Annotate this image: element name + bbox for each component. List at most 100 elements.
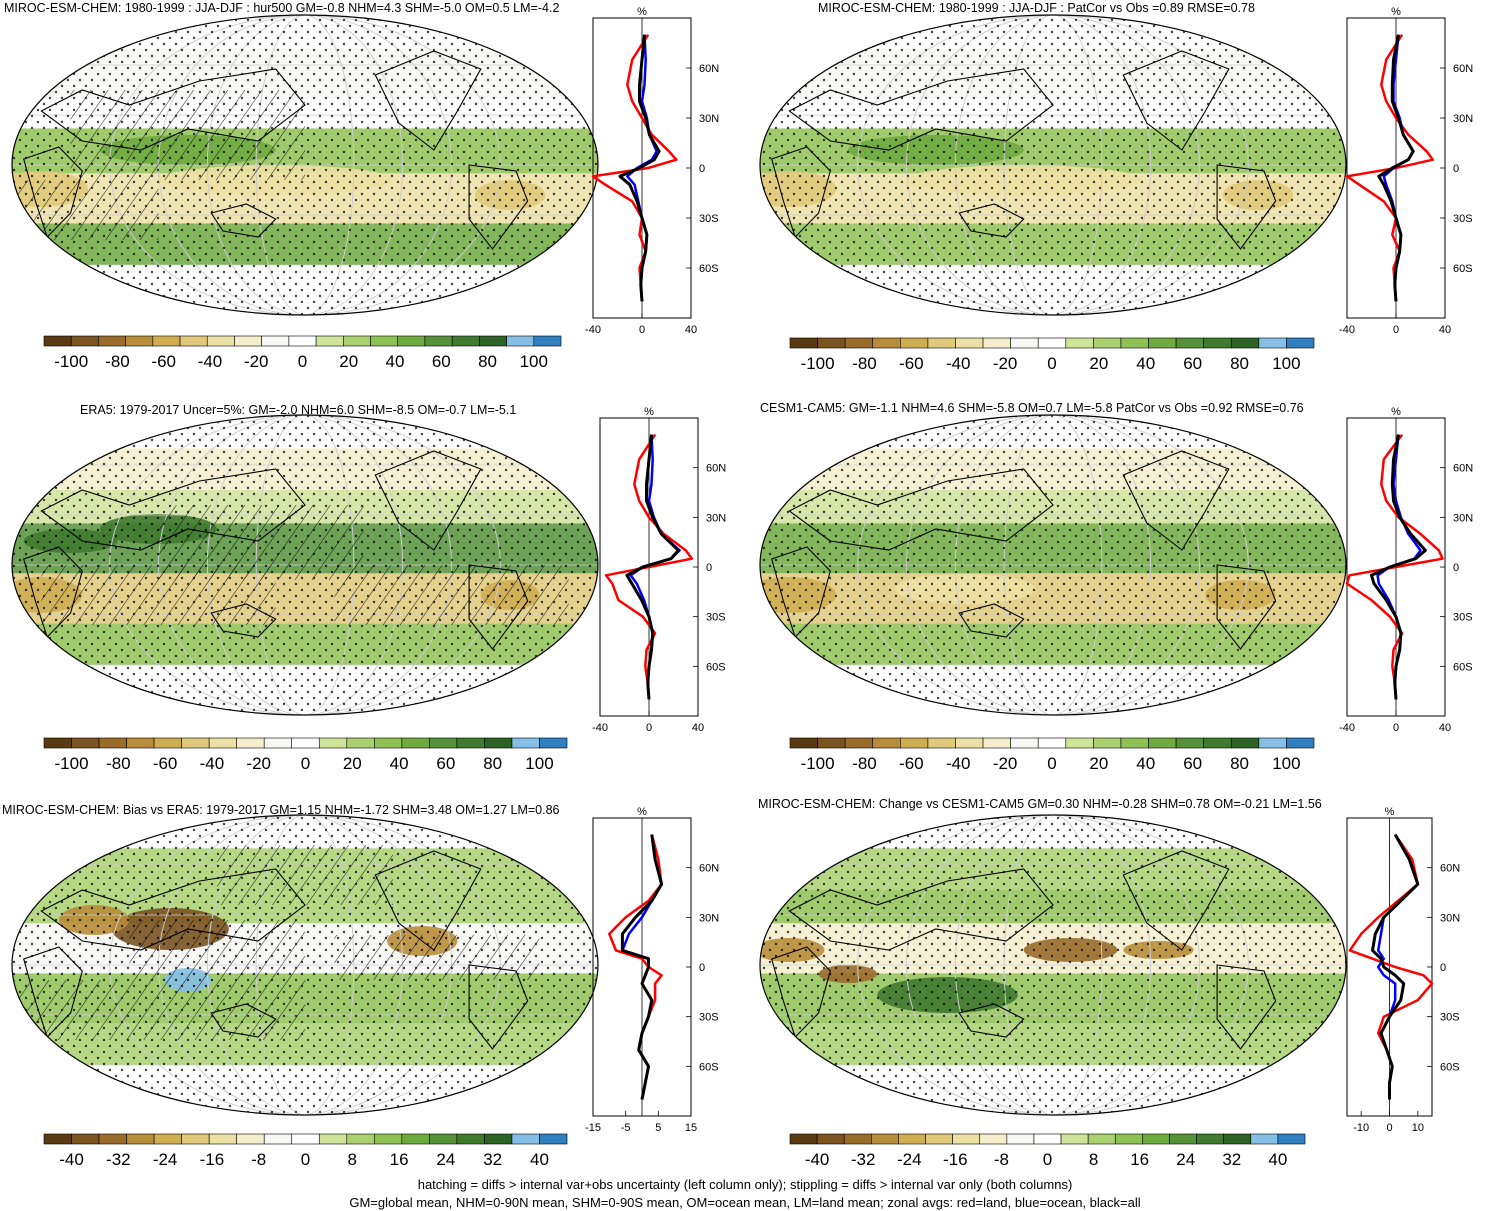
colorbar-cell xyxy=(900,337,929,349)
colorbar-cell xyxy=(315,335,344,347)
colorbar-cell xyxy=(1286,337,1315,349)
colorbar-cell xyxy=(1010,337,1039,349)
zonal-series-all xyxy=(1370,434,1427,700)
colorbar-label: 100 xyxy=(525,754,553,773)
colorbar-cell xyxy=(871,1133,899,1145)
colorbar: -100 -80 -60 -40 -20 0 20 40 60 80 100 xyxy=(43,737,568,773)
map-panel xyxy=(760,415,1346,715)
colorbar-cell xyxy=(511,737,540,749)
zonal-series-land xyxy=(1345,433,1444,700)
colorbar-cell xyxy=(153,1133,182,1145)
colorbar-cell xyxy=(397,335,426,347)
colorbar-cell xyxy=(152,335,181,347)
colorbar-cell xyxy=(401,737,430,749)
colorbar-label: 60 xyxy=(436,754,455,773)
colorbar-label: 16 xyxy=(390,1150,409,1169)
y-tick-label: 30S xyxy=(699,213,719,225)
map-panel xyxy=(12,415,598,715)
colorbar-cell xyxy=(206,335,235,347)
colorbar-label: 40 xyxy=(1136,354,1155,373)
colorbar-label: -100 xyxy=(55,754,89,773)
y-tick-label: 60S xyxy=(706,661,726,673)
colorbar-cell xyxy=(346,1133,375,1145)
colorbar-label: 0 xyxy=(1043,1150,1052,1169)
colorbar-cell xyxy=(1093,337,1122,349)
x-tick-label: 0 xyxy=(646,722,652,734)
colorbar: -40 -32 -24 -16 -8 0 8 16 24 32 40 xyxy=(789,1133,1306,1169)
y-tick-label: 30S xyxy=(1440,1012,1460,1024)
colorbar-cell xyxy=(927,737,956,749)
x-tick-label: -10 xyxy=(1353,1122,1369,1134)
colorbar-label: -100 xyxy=(801,354,835,373)
panel-title: MIROC-ESM-CHEM: 1980-1999 : JJA-DJF : Pa… xyxy=(818,1,1255,15)
colorbar-cell xyxy=(370,335,399,347)
zonal-mean-plot: % -40 0 40 60N 30N 0 30S 60S xyxy=(585,6,719,336)
colorbar-cell xyxy=(208,737,237,749)
colorbar-cell xyxy=(1120,337,1149,349)
colorbar-label: 100 xyxy=(1272,754,1300,773)
colorbar-label: 20 xyxy=(343,754,362,773)
colorbar-label: -60 xyxy=(153,754,178,773)
colorbar-label: 100 xyxy=(520,352,548,371)
y-tick-label: 60S xyxy=(1440,1061,1460,1073)
colorbar-cell xyxy=(263,737,293,749)
colorbar-cell xyxy=(1277,1133,1306,1145)
colorbar-label: 32 xyxy=(483,1150,502,1169)
colorbar-cell xyxy=(1093,737,1122,749)
colorbar-cell xyxy=(1223,1133,1252,1145)
zonal-mean-plot: % -40 0 40 60N 30N 0 30S 60S xyxy=(1339,406,1473,734)
x-tick-label: 40 xyxy=(692,722,704,734)
y-tick-label: 30N xyxy=(1453,512,1473,524)
colorbar-cell xyxy=(70,335,99,347)
colorbar-label: -20 xyxy=(993,354,1018,373)
colorbar-cell xyxy=(817,337,846,349)
colorbar-cell xyxy=(1148,337,1177,349)
colorbar-cell xyxy=(98,335,126,347)
colorbar-cell xyxy=(126,737,155,749)
y-tick-label: 0 xyxy=(1440,962,1446,974)
colorbar-cell xyxy=(979,1133,1008,1145)
colorbar-label: 0 xyxy=(1047,754,1056,773)
colorbar-cell xyxy=(1010,737,1039,749)
zonal-mean-plot: % -15 -5 5 15 60N 30N 0 30S 60S xyxy=(585,806,719,1134)
colorbar-label: -40 xyxy=(946,354,971,373)
colorbar-cell xyxy=(43,335,72,347)
colorbar: -40 -32 -24 -16 -8 0 8 16 24 32 40 xyxy=(43,1133,568,1169)
x-tick-label: -40 xyxy=(1339,324,1355,336)
colorbar-cell xyxy=(843,1133,872,1145)
colorbar-label: 32 xyxy=(1222,1150,1241,1169)
colorbar-cell xyxy=(346,737,375,749)
colorbar-label: 40 xyxy=(1268,1150,1287,1169)
colorbar-cell xyxy=(98,737,127,749)
unit-label: % xyxy=(644,406,654,418)
colorbar-cell xyxy=(955,737,984,749)
colorbar-label: -40 xyxy=(198,352,223,371)
zonal-mean-plot: % -40 0 40 60N 30N 0 30S 60S xyxy=(1339,6,1473,336)
colorbar-label: -40 xyxy=(805,1150,830,1169)
zonal-series-land xyxy=(591,34,678,302)
colorbar-cell xyxy=(236,737,265,749)
colorbar-cell xyxy=(789,737,818,749)
colorbar-label: 80 xyxy=(1230,354,1249,373)
y-tick-label: 60S xyxy=(699,1061,719,1073)
colorbar-cell xyxy=(98,1133,127,1145)
x-tick-label: 40 xyxy=(685,324,697,336)
colorbar-cell xyxy=(181,737,210,749)
colorbar-label: 0 xyxy=(301,754,310,773)
panel-title: MIROC-ESM-CHEM: Bias vs ERA5: 1979-2017 … xyxy=(2,803,560,817)
stippling xyxy=(760,15,1346,315)
colorbar-cell xyxy=(789,1133,818,1145)
colorbar-cell xyxy=(1258,737,1287,749)
map-panel xyxy=(760,815,1346,1115)
colorbar-cell xyxy=(1286,737,1315,749)
colorbar-cell xyxy=(1037,737,1067,749)
map-border xyxy=(759,414,1347,716)
colorbar-cell xyxy=(955,337,984,349)
colorbar-cell xyxy=(1175,737,1204,749)
colorbar-label: -8 xyxy=(251,1150,266,1169)
colorbar-label: 80 xyxy=(483,754,502,773)
colorbar-cell xyxy=(234,335,262,347)
unit-label: % xyxy=(1391,406,1401,418)
colorbar-cell xyxy=(844,337,874,349)
